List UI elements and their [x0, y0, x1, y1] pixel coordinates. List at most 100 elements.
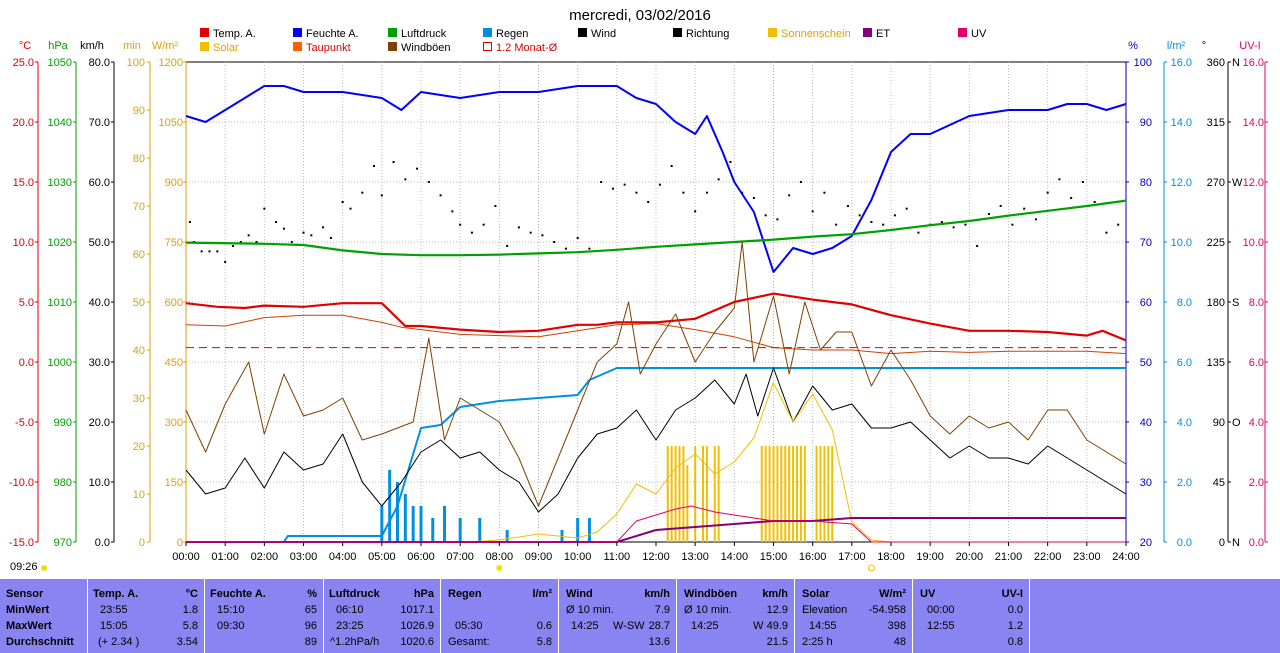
compass-label: O — [1232, 417, 1241, 429]
stat-avg: 3.54 — [176, 636, 198, 648]
tick-label: 30 — [1140, 477, 1152, 489]
rain-bar — [576, 518, 580, 542]
direction-point — [416, 167, 419, 170]
legend-label: Wind — [591, 28, 616, 40]
stat-min-time: 15:10 — [217, 604, 245, 616]
stat-title: Feuchte A. — [210, 588, 266, 600]
legend-label: ET — [876, 28, 890, 40]
tick-label: 750 — [165, 237, 183, 249]
sunshine-bar — [705, 446, 708, 542]
tick-label: 315 — [1207, 117, 1225, 129]
compass-label: W — [1232, 177, 1243, 189]
direction-point — [694, 210, 697, 213]
stat-max: 0.6 — [536, 620, 552, 632]
tick-label: -5.0 — [15, 417, 34, 429]
stat-max-time: 12:55 — [927, 620, 955, 632]
legend-item: Temp. A. — [200, 28, 256, 40]
rain-bar — [411, 506, 415, 542]
rain-bar — [388, 470, 392, 542]
tick-label: 180 — [1207, 297, 1225, 309]
stat-title: Solar — [802, 588, 830, 600]
solar-axis: W/m² 1200 1050 900 750 600 450 300 150 0 — [152, 40, 187, 549]
tick-label: 990 — [54, 417, 72, 429]
weather-chart: mercredi, 03/02/2016 Temp. A. Solar Feucht… — [9, 7, 1268, 572]
sunshine-bar — [792, 446, 795, 542]
tick-label: 90 — [133, 105, 145, 117]
x-tick-label: 24:00 — [1112, 551, 1140, 563]
axis-unit: % — [1128, 40, 1138, 52]
direction-point — [870, 221, 873, 223]
x-tick-label: 02:00 — [251, 551, 279, 563]
x-tick-label: 10:00 — [564, 551, 592, 563]
direction-point — [964, 223, 967, 226]
stat-min-label: Ø 10 min. — [684, 604, 732, 616]
direction-point — [392, 161, 395, 163]
axis-unit: hPa — [48, 40, 68, 52]
direction-point — [255, 241, 258, 243]
sunshine-bar — [780, 446, 783, 542]
direction-point — [682, 191, 685, 194]
sunshine-bar — [713, 446, 716, 542]
stats-uv: UV UV-I 00:00 0.0 12:55 1.2 0.8 — [913, 579, 1030, 653]
tick-label: 12.0 — [1243, 177, 1264, 189]
direction-point — [208, 250, 211, 253]
legend-label: Solar — [213, 42, 239, 54]
x-tick-label: 15:00 — [760, 551, 788, 563]
stat-min: 0.0 — [1007, 604, 1023, 616]
sunshine-bar — [717, 446, 720, 542]
tick-label: 1200 — [159, 57, 183, 69]
stats-solar: Solar W/m² Elevation -54.958 14:55 398 2… — [795, 579, 913, 653]
direction-point — [917, 231, 920, 234]
label-min: MinWert — [6, 604, 50, 616]
legend-swatch — [673, 28, 682, 37]
direction-point — [846, 205, 849, 207]
direction-point — [224, 261, 227, 263]
axis-unit: l/m² — [1167, 40, 1186, 52]
tick-label: 90 — [1213, 417, 1225, 429]
direction-point — [811, 210, 814, 213]
stat-title: Regen — [448, 588, 482, 600]
axis-unit: min — [123, 40, 141, 52]
x-tick-label: 11:00 — [603, 551, 630, 563]
sunshine-bar — [666, 446, 669, 542]
stat-avg-label: 2:25 h — [802, 636, 833, 648]
x-tick-label: 12:00 — [642, 551, 670, 563]
stat-min-label: Ø 10 min. — [566, 604, 614, 616]
stat-avg: 1020.6 — [400, 636, 434, 648]
direction-point — [1081, 181, 1084, 183]
tick-label: 0 — [139, 537, 145, 549]
stat-min: 65 — [304, 604, 317, 616]
x-axis: 00:00 01:00 02:00 03:00 04:00 05:00 06:00 07:00… — [172, 542, 1140, 572]
tick-label: 15.0 — [13, 177, 34, 189]
sunset-marker — [867, 564, 875, 572]
rain-bar — [396, 482, 399, 542]
direction-point — [1046, 191, 1049, 194]
direction-point — [1105, 231, 1108, 234]
legend-label: Temp. A. — [213, 28, 256, 40]
x-tick-label: 22:00 — [1034, 551, 1062, 563]
rain-bar — [443, 506, 446, 542]
legend-label: Windböen — [401, 42, 451, 54]
legend-item: ET — [863, 28, 890, 40]
direction-point — [1070, 197, 1073, 199]
chart-axes: °C 25.0 20.0 15.0 10.0 5.0 0.0 -5.0 -10.0 -15.0 hP… — [9, 40, 1268, 549]
stat-max-time: 14:55 — [809, 620, 837, 632]
direction-point — [310, 234, 313, 237]
direction-point — [329, 237, 332, 239]
direction-point — [380, 194, 383, 197]
direction-point — [506, 245, 509, 247]
tick-label: 40 — [1140, 417, 1152, 429]
tick-label: 10.0 — [1171, 237, 1192, 249]
direction-point — [1093, 201, 1096, 203]
sunshine-bar — [674, 446, 677, 542]
series-line-luftdruck — [185, 199, 1127, 257]
chart-title: mercredi, 03/02/2016 — [569, 7, 711, 24]
x-tick-label: 08:00 — [486, 551, 514, 563]
tick-label: 50.0 — [89, 237, 110, 249]
direction-point — [893, 214, 896, 217]
legend-swatch — [200, 42, 209, 51]
stat-max: 398 — [887, 620, 906, 632]
chart-legend: Temp. A. Solar Feuchte A. Taupunkt Luftdruck… — [200, 28, 987, 54]
